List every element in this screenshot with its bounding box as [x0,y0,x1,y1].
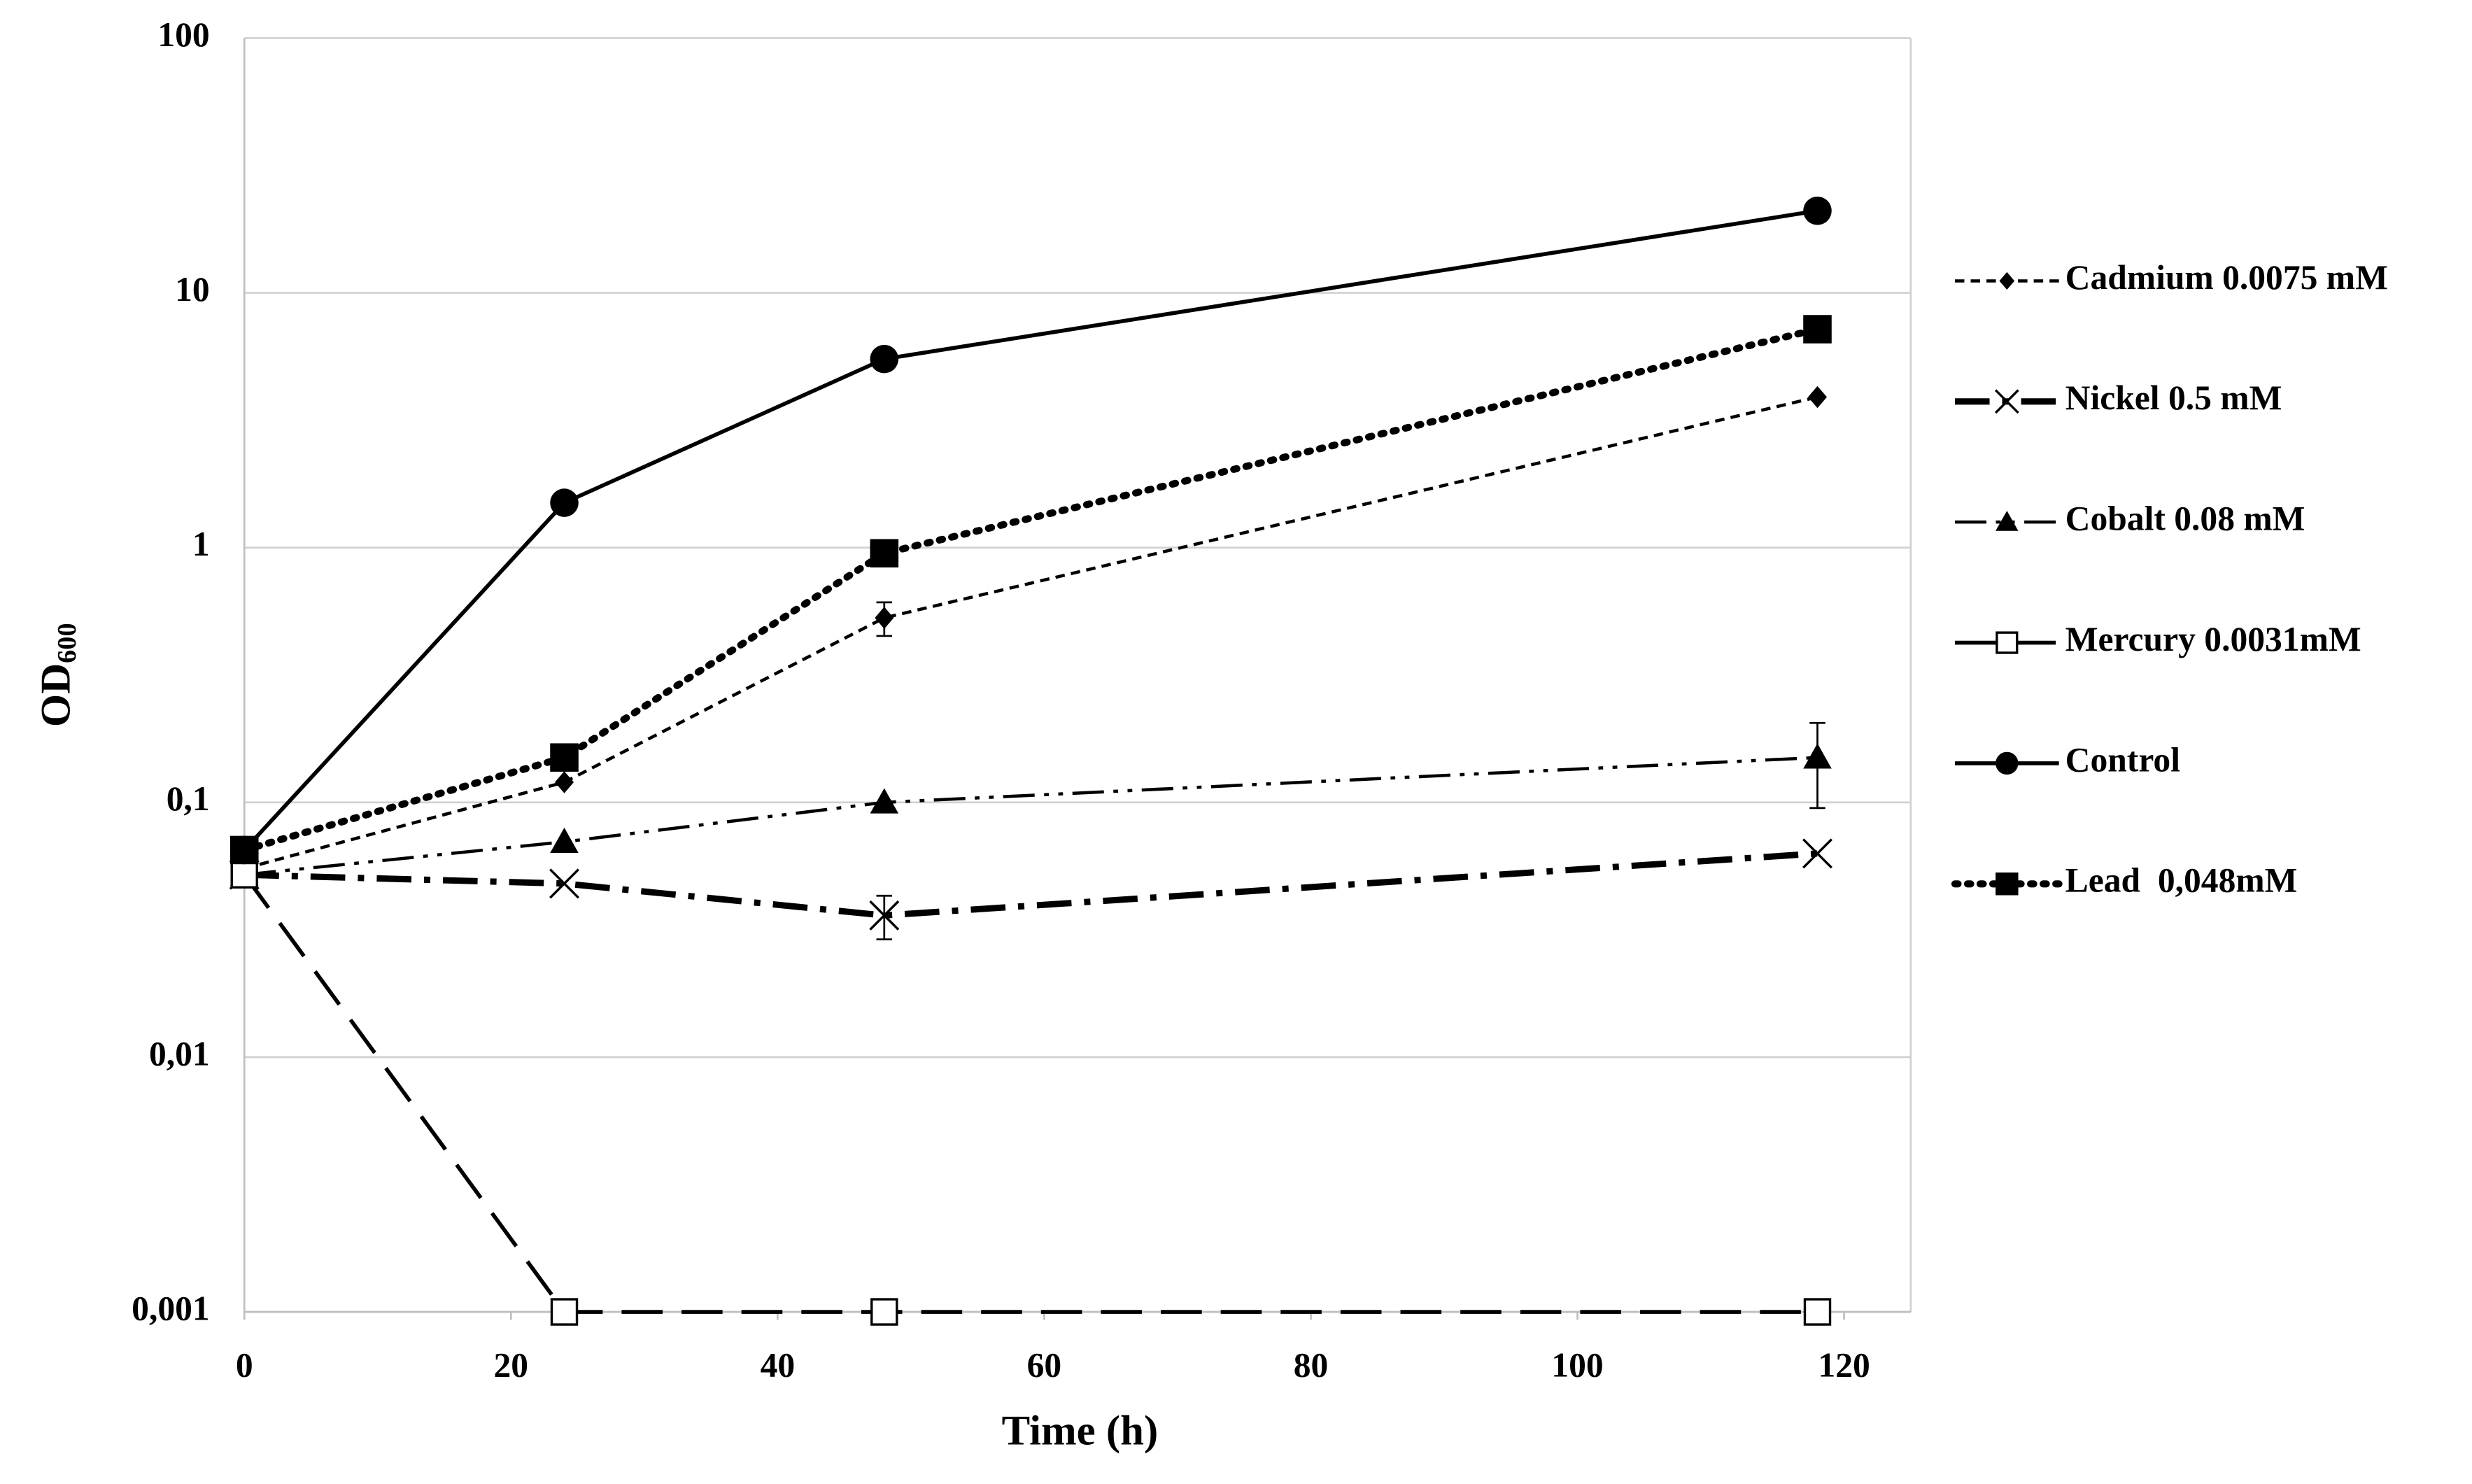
y-tick-label: 100 [157,15,209,54]
legend-label: Mercury 0.0031mM [2065,620,2361,658]
marker [870,344,899,374]
x-tick-label: 120 [1818,1346,1870,1385]
x-tick-label: 20 [494,1346,529,1385]
legend-marker [1996,510,2019,531]
legend-marker [1999,271,2015,290]
legend-marker [1996,872,2019,896]
marker [550,1298,579,1326]
x-tick-label: 40 [761,1346,796,1385]
y-tick-label: 0,1 [167,779,210,818]
legend-marker [1996,751,2019,775]
legend-label: Lead 0,048mM [2065,861,2298,900]
marker [550,827,579,853]
series-line [242,873,1818,1314]
marker [875,607,894,629]
marker [1802,838,1832,869]
marker [1803,1298,1832,1326]
x-tick-label: 80 [1294,1346,1329,1385]
legend-label: Nickel 0.5 mM [2065,379,2282,417]
marker [870,788,899,814]
series-line [243,209,1818,851]
legend-label: Control [2065,740,2180,779]
error-bar [876,894,893,940]
marker [1807,386,1828,409]
legend-marker [1994,389,2019,414]
y-tick-label: 1 [192,525,210,563]
series-line [244,756,1818,877]
y-axis-title-sub: 600 [52,623,82,663]
legend-label: Cobalt 0.08 mM [2065,500,2305,538]
marker [230,861,258,889]
marker [870,1298,898,1326]
marker [1803,196,1832,225]
y-tick-label: 0,001 [132,1289,210,1327]
marker [229,835,259,865]
x-tick-label: 0 [236,1346,253,1385]
marker [870,539,899,568]
legend-marker [1996,631,2019,654]
marker [1803,315,1832,344]
y-axis-title: OD600 [33,623,82,727]
y-axis-title-main: OD [33,663,80,727]
marker [554,771,574,793]
y-tick-label: 0,01 [149,1034,210,1073]
y-tick-label: 10 [175,270,210,309]
series-line [243,395,1818,870]
marker [869,900,900,931]
x-tick-label: 100 [1551,1346,1603,1385]
marker [549,868,579,899]
series-line [241,325,1821,854]
marker [550,743,579,772]
x-tick-label: 60 [1027,1346,1062,1385]
x-axis-title: Time (h) [1002,1408,1159,1455]
marker [1803,743,1832,769]
legend-label: Cadmium 0.0075 mM [2065,258,2388,297]
marker [550,488,579,517]
series-line [244,850,1818,919]
